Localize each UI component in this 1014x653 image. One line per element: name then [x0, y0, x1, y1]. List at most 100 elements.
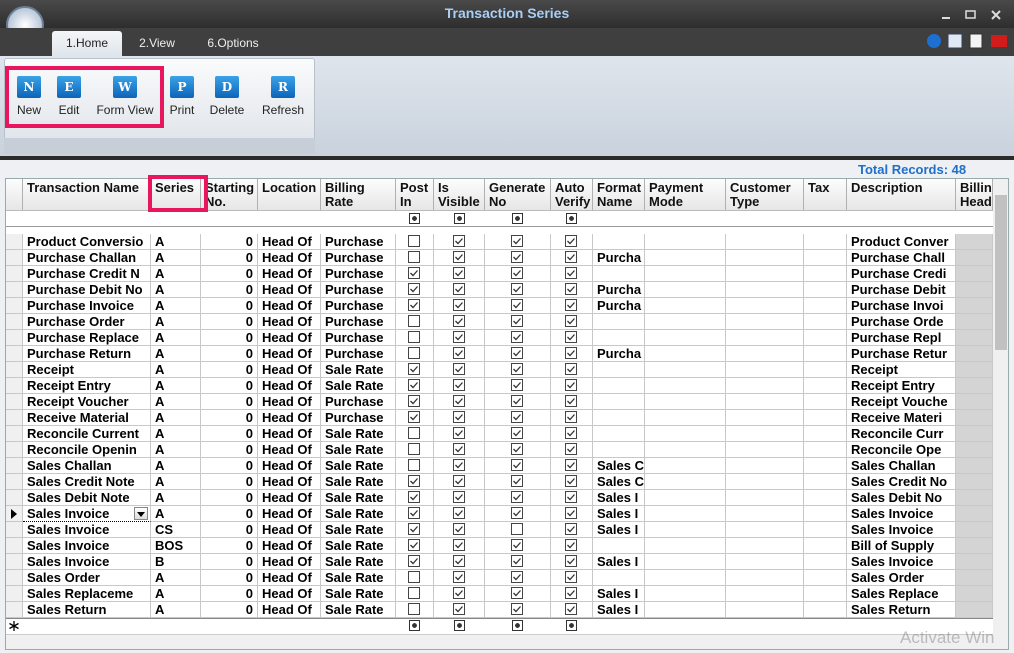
- grid-cell[interactable]: 0: [201, 234, 258, 250]
- grid-cell[interactable]: 0: [201, 522, 258, 538]
- checkbox[interactable]: [565, 539, 578, 552]
- column-header[interactable]: Starting No.: [201, 179, 258, 210]
- grid-cell[interactable]: 0: [201, 474, 258, 490]
- grid-cell[interactable]: Head Of: [258, 538, 321, 554]
- checkbox[interactable]: [452, 571, 466, 584]
- grid-cell[interactable]: Head Of: [258, 474, 321, 490]
- grid-cell[interactable]: Purcha: [593, 298, 645, 314]
- grid-cell[interactable]: Purchase: [321, 314, 396, 330]
- column-header[interactable]: Generate No: [485, 179, 551, 210]
- grid-cell[interactable]: Sales Challan: [23, 458, 151, 474]
- grid-cell[interactable]: 0: [201, 570, 258, 586]
- checkbox[interactable]: [408, 443, 421, 456]
- checkbox[interactable]: [452, 379, 466, 392]
- checkbox[interactable]: [511, 555, 524, 568]
- tab[interactable]: 2.View: [139, 36, 175, 50]
- grid-cell[interactable]: Purchase Debit No: [23, 282, 151, 298]
- checkbox[interactable]: [408, 395, 421, 408]
- checkbox[interactable]: [452, 475, 466, 488]
- grid-cell[interactable]: Head Of: [258, 298, 321, 314]
- checkbox[interactable]: [511, 459, 524, 472]
- grid-cell[interactable]: A: [151, 410, 201, 426]
- grid-cell[interactable]: A: [151, 378, 201, 394]
- grid-cell[interactable]: CS: [151, 522, 201, 538]
- grid-cell[interactable]: Receipt: [847, 362, 956, 378]
- checkbox[interactable]: [452, 315, 466, 328]
- grid-cell[interactable]: A: [151, 602, 201, 618]
- column-header[interactable]: Transaction Name: [23, 179, 151, 210]
- grid-cell[interactable]: Sales I: [593, 506, 645, 522]
- grid-cell[interactable]: 0: [201, 586, 258, 602]
- grid-cell[interactable]: Receipt: [23, 362, 151, 378]
- grid-cell[interactable]: Sale Rate: [321, 362, 396, 378]
- checkbox[interactable]: [408, 235, 421, 248]
- grid-cell[interactable]: Sales I: [593, 522, 645, 538]
- grid-cell[interactable]: Purchase Order: [23, 314, 151, 330]
- checkbox[interactable]: [452, 491, 466, 504]
- toolbar-button[interactable]: P Print: [163, 76, 201, 117]
- grid-cell[interactable]: Product Conversio: [23, 234, 151, 250]
- grid-cell[interactable]: Purchase: [321, 282, 396, 298]
- checkbox[interactable]: [511, 235, 524, 248]
- grid-cell[interactable]: Head Of: [258, 458, 321, 474]
- toolbar-button[interactable]: E Edit: [50, 76, 88, 117]
- tab[interactable]: 1.Home: [52, 31, 122, 56]
- checkbox[interactable]: [565, 379, 578, 392]
- checkbox[interactable]: [511, 539, 524, 552]
- grid-cell[interactable]: 0: [201, 298, 258, 314]
- checkbox[interactable]: [408, 507, 421, 520]
- column-header[interactable]: Description: [847, 179, 956, 210]
- checkbox[interactable]: [408, 555, 421, 568]
- grid-cell[interactable]: Sales Invoice: [23, 522, 151, 538]
- grid-cell[interactable]: 0: [201, 458, 258, 474]
- checkbox[interactable]: [511, 523, 524, 536]
- checkbox[interactable]: [511, 299, 524, 312]
- checkbox[interactable]: [565, 251, 578, 264]
- grid-cell[interactable]: Sale Rate: [321, 442, 396, 458]
- grid-cell[interactable]: Head Of: [258, 554, 321, 570]
- grid-cell[interactable]: A: [151, 314, 201, 330]
- window-controls[interactable]: [938, 8, 1008, 22]
- grid-cell[interactable]: Purchase Invoice: [23, 298, 151, 314]
- grid-cell[interactable]: Sales C: [593, 458, 645, 474]
- checkbox[interactable]: [511, 475, 524, 488]
- checkbox[interactable]: [511, 443, 524, 456]
- grid-cell[interactable]: Sale Rate: [321, 458, 396, 474]
- checkbox[interactable]: [408, 315, 421, 328]
- grid-cell[interactable]: Head Of: [258, 266, 321, 282]
- grid-cell[interactable]: Purchase: [321, 330, 396, 346]
- checkbox[interactable]: [511, 507, 524, 520]
- grid-cell[interactable]: Purcha: [593, 346, 645, 362]
- column-header[interactable]: Payment Mode: [645, 179, 726, 210]
- grid-cell[interactable]: Receive Material: [23, 410, 151, 426]
- grid-cell[interactable]: 0: [201, 490, 258, 506]
- grid-cell[interactable]: Purcha: [593, 250, 645, 266]
- grid-cell[interactable]: A: [151, 362, 201, 378]
- grid-cell[interactable]: 0: [201, 330, 258, 346]
- grid-cell[interactable]: 0: [201, 250, 258, 266]
- grid-cell[interactable]: Receipt Entry: [847, 378, 956, 394]
- checkbox[interactable]: [408, 491, 421, 504]
- checkbox[interactable]: [511, 603, 524, 616]
- grid-cell[interactable]: Head Of: [258, 602, 321, 618]
- grid-cell[interactable]: Sale Rate: [321, 378, 396, 394]
- grid-cell[interactable]: Purchase Invoi: [847, 298, 956, 314]
- checkbox[interactable]: [565, 235, 578, 248]
- grid-cell[interactable]: Sale Rate: [321, 602, 396, 618]
- grid-cell[interactable]: Sales Invoice: [23, 554, 151, 570]
- grid-cell[interactable]: A: [151, 506, 201, 522]
- grid-cell[interactable]: Sale Rate: [321, 586, 396, 602]
- checkbox[interactable]: [452, 347, 466, 360]
- grid-cell[interactable]: Sales Invoice: [23, 538, 151, 554]
- grid-cell[interactable]: Sale Rate: [321, 474, 396, 490]
- grid-cell[interactable]: Reconcile Current: [23, 426, 151, 442]
- checkbox[interactable]: [452, 427, 466, 440]
- horizontal-scrollbar[interactable]: [6, 634, 993, 649]
- grid-cell[interactable]: Sale Rate: [321, 538, 396, 554]
- grid-cell[interactable]: Sale Rate: [321, 490, 396, 506]
- grid-cell[interactable]: A: [151, 490, 201, 506]
- grid-cell[interactable]: Sale Rate: [321, 426, 396, 442]
- grid-cell[interactable]: Purchase Challan: [23, 250, 151, 266]
- grid-cell[interactable]: Sales Invoice: [847, 522, 956, 538]
- grid-cell[interactable]: Receive Materi: [847, 410, 956, 426]
